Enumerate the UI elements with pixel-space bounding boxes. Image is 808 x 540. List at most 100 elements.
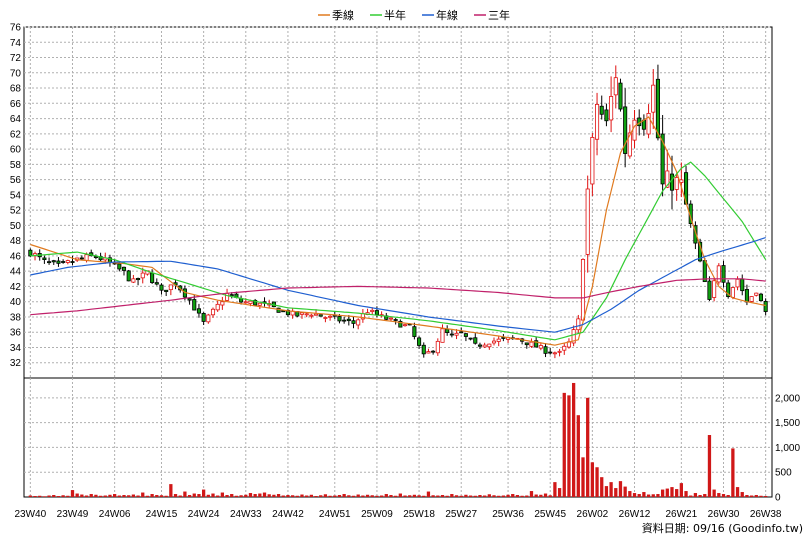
volume-bar [394,495,398,497]
candle-body [351,320,356,324]
candle-body [140,272,145,279]
candle-body [491,340,497,344]
candle-body [342,319,347,322]
volume-bar [127,495,131,497]
candle-body [496,338,501,342]
candle-body [346,318,351,322]
volume-bar [159,495,164,497]
candle-body [562,345,567,351]
volume-bar [66,495,70,497]
volume-bar [670,487,674,497]
volume-bar [248,493,253,497]
volume-bar [717,493,721,497]
legend-label: 半年 [384,8,406,22]
volume-bar [539,494,543,497]
volume-bar [553,482,557,497]
candle-body [388,317,394,320]
price-tick-label: 40 [10,297,22,308]
volume-bar [187,495,192,497]
moving-average-line [30,116,766,346]
volume-bar [403,495,407,497]
volume-bar [412,494,417,497]
volume-bar [642,492,646,497]
price-tick-label: 66 [10,99,22,110]
volume-bar [319,495,323,497]
volume-bar [131,494,136,497]
candle-body [529,341,534,347]
candle-body [257,302,262,306]
x-tick-label: 25W09 [361,509,393,520]
volume-bar [478,495,482,497]
candle-body [749,296,754,302]
volume-bar [604,486,609,497]
candle-body [131,278,136,283]
volume-bar [764,496,768,497]
volume-bar [586,397,590,497]
volume-bar [169,484,173,497]
candle-body [56,260,61,264]
candle-body [281,310,286,313]
price-tick-label: 64 [10,114,22,125]
volume-tick-label: 2,000 [775,393,800,404]
candle-body [482,344,487,348]
volume-bar [28,495,32,497]
candle-body [370,309,375,312]
x-tick-label: 24W24 [188,509,220,520]
volume-bar [281,495,285,497]
x-tick-label: 26W12 [619,509,651,520]
volume-bar [173,494,178,497]
candle-body [548,351,553,354]
volume-bar [351,495,356,497]
volume-bar [155,495,159,497]
price-tick-label: 50 [10,221,22,232]
candle-body [557,350,562,353]
volume-bar [206,494,210,497]
volume-bar [258,493,262,497]
volume-bar [192,493,196,497]
volume-bar [333,495,337,497]
candle-body [707,280,712,300]
volume-bar [305,495,309,497]
candle-body [440,328,445,343]
candle-body [220,301,225,306]
volume-bar [675,489,679,497]
volume-bar [515,495,520,497]
candle-body [744,289,749,303]
volume-bar [600,477,604,497]
volume-bar [211,493,215,497]
volume-bar [370,495,374,497]
volume-bar [145,495,150,497]
candle-body [463,333,468,337]
volume-bar [342,494,346,497]
volume-bar [595,467,599,497]
candle-body [93,256,98,259]
x-tick-label: 25W45 [534,509,566,520]
candle-body [299,312,305,315]
volume-bar [178,495,182,497]
candle-body [42,257,47,261]
volume-bar [759,495,763,497]
candle-body [590,137,595,185]
candle-body [604,109,609,122]
candle-body [674,177,679,190]
candle-body [524,342,529,346]
candle-body [459,331,464,334]
candle-body [651,84,656,113]
volume-bar [698,495,702,497]
volume-bar [94,494,98,497]
volume-bar [164,495,168,497]
volume-bar [314,496,318,497]
x-tick-label: 25W27 [445,509,477,520]
candle-body [402,324,408,327]
candle-body [243,301,248,304]
candle-body [454,332,459,336]
chart-legend: 季線 半年 年線 三年 [318,8,510,22]
legend-item: 半年 [370,8,406,22]
volume-bar [136,495,140,497]
x-tick-label: 23W40 [14,509,46,520]
candle-body [164,289,169,292]
volume-bar [562,392,566,497]
candle-body [655,78,660,139]
candle-body [468,337,473,340]
x-tick-label: 25W36 [492,509,524,520]
